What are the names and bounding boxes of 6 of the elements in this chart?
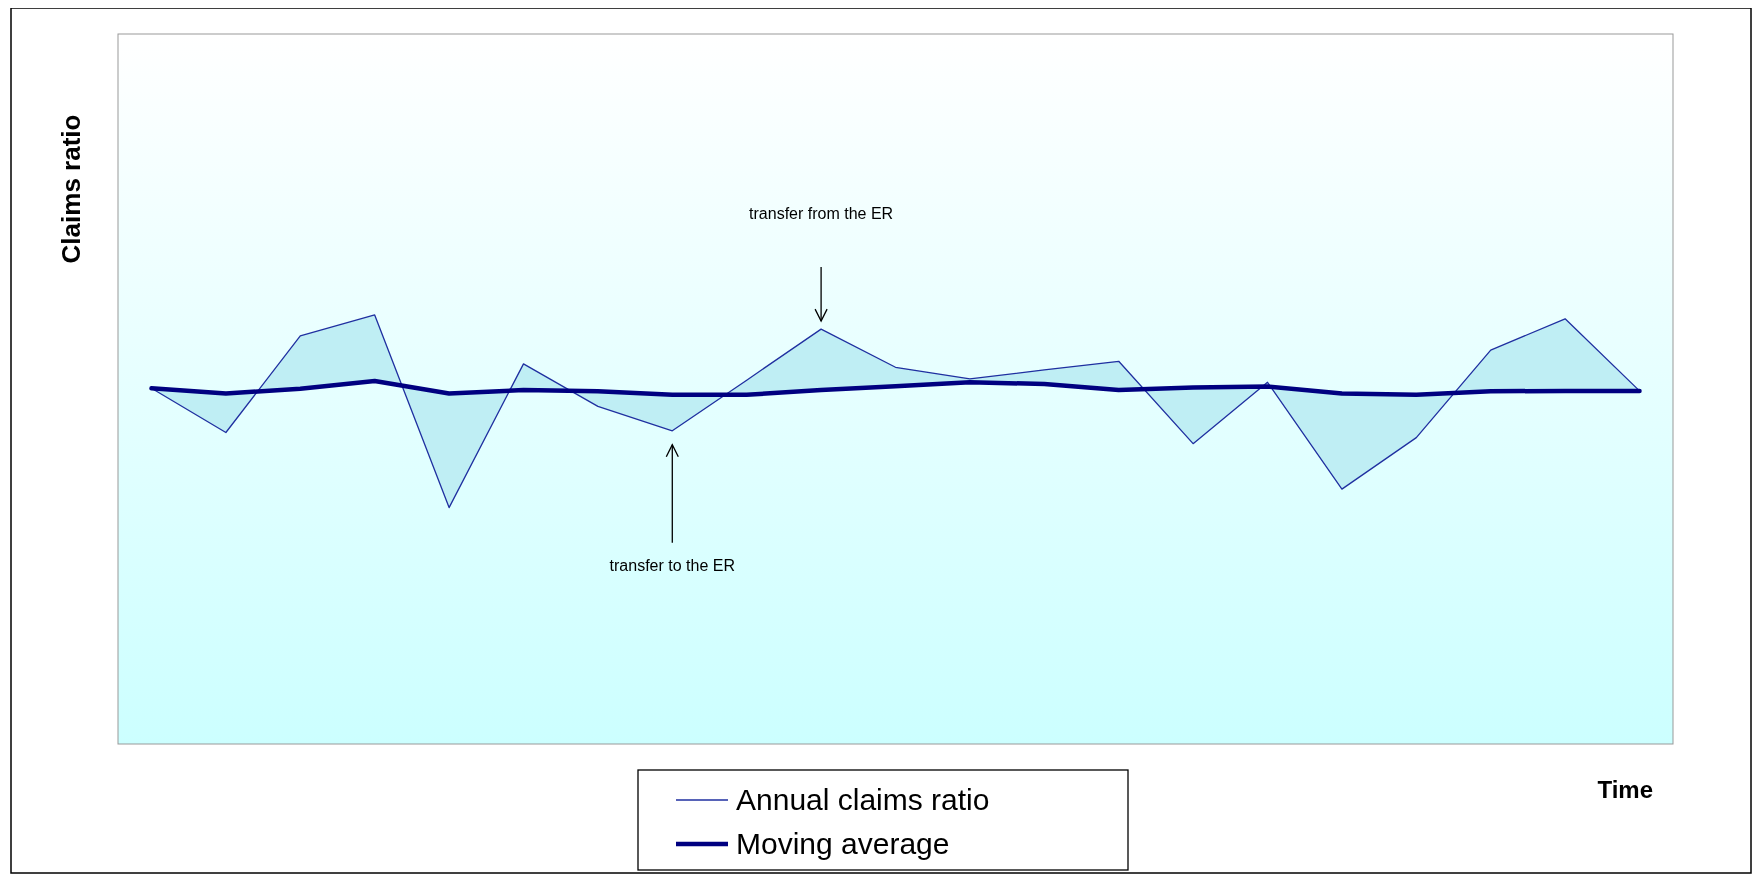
x-axis-title: Time <box>1597 776 1653 803</box>
legend-label: Annual claims ratio <box>736 783 990 816</box>
legend-label: Moving average <box>736 827 950 860</box>
annotation: transfer to the ER <box>609 556 735 574</box>
y-axis-title: Claims ratio <box>56 114 86 264</box>
text: transfer from the ER <box>749 205 894 223</box>
